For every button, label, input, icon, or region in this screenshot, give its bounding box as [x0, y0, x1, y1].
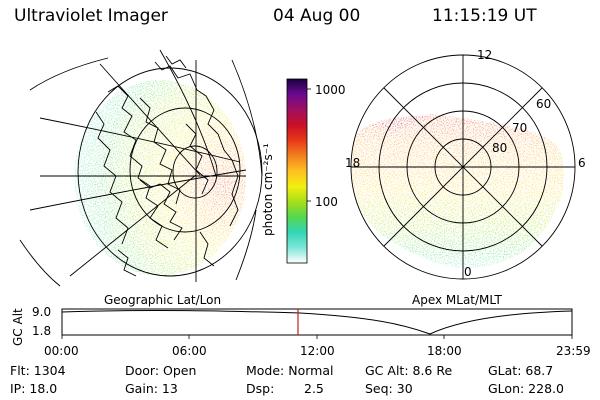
- lat-lon-grid: [19, 49, 263, 287]
- altitude-xtick-2359: 23:59: [556, 344, 591, 358]
- geographic-image: [19, 49, 263, 287]
- altitude-xtick-0000: 00:00: [44, 344, 79, 358]
- info-flt: Flt: 1304: [10, 363, 66, 378]
- instrument-title: Ultraviolet Imager: [14, 6, 168, 26]
- info-glat: GLat: 68.7: [488, 363, 554, 378]
- mlat-label-70: 70: [512, 121, 528, 135]
- mlat-label-80: 80: [492, 141, 508, 155]
- info-gain: Gain: 13: [125, 381, 178, 396]
- info-door: Door: Open: [125, 363, 197, 378]
- apex-caption: Apex MLat/MLT: [412, 293, 502, 307]
- mlt-label-0: 0: [464, 265, 472, 279]
- altitude-ytick-1-8: 1.8: [32, 324, 52, 338]
- info-glon: GLon: 228.0: [488, 381, 564, 396]
- geographic-caption: Geographic Lat/Lon: [104, 293, 222, 307]
- mlt-label-6: 6: [578, 156, 586, 170]
- colorbar-tick-1000: 1000: [315, 83, 346, 97]
- mlat-mlt-grid: [350, 54, 576, 280]
- mlt-label-12: 12: [477, 48, 493, 62]
- info-gc-alt: GC Alt: 8.6 Re: [365, 363, 453, 378]
- altitude-ytick-9: 9.0: [32, 305, 52, 319]
- altitude-xtick-1800: 18:00: [427, 344, 462, 358]
- info-ip: IP: 18.0: [10, 381, 58, 396]
- colorbar-unit-label: photon cm⁻²s⁻¹: [261, 143, 275, 236]
- observation-date: 04 Aug 00: [273, 6, 361, 26]
- info-seq: Seq: 30: [365, 381, 413, 396]
- observation-time: 11:15:19 UT: [432, 6, 537, 26]
- colorbar: [286, 78, 311, 264]
- altitude-plot: [61, 308, 573, 339]
- info-dsp-label: Dsp:: [246, 381, 275, 396]
- info-dsp-value: 2.5: [304, 381, 324, 396]
- info-mode: Mode: Normal: [246, 363, 334, 378]
- altitude-xtick-0600: 06:00: [172, 344, 207, 358]
- altitude-ylabel: GC Alt: [11, 308, 25, 346]
- apex-image: [350, 54, 576, 280]
- altitude-xtick-1200: 12:00: [300, 344, 335, 358]
- mlat-label-60: 60: [536, 97, 552, 111]
- colorbar-tick-100: 100: [315, 195, 338, 209]
- mlt-label-18: 18: [345, 156, 361, 170]
